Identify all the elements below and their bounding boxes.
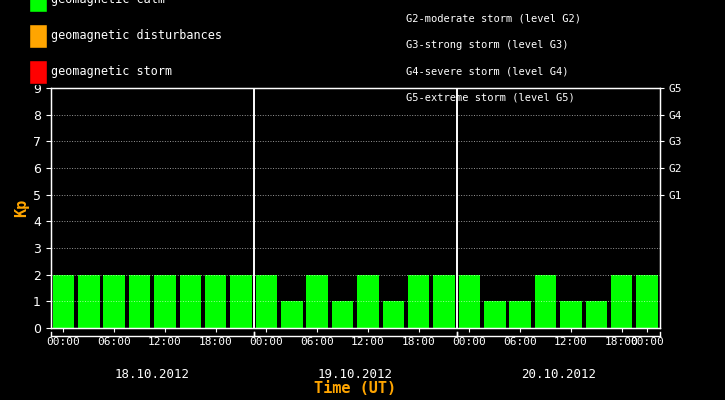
Text: Time (UT): Time (UT) — [314, 381, 397, 396]
Text: G4-severe storm (level G4): G4-severe storm (level G4) — [406, 66, 568, 76]
Text: 18.10.2012: 18.10.2012 — [115, 368, 190, 381]
Bar — [180, 275, 201, 328]
Bar — [307, 275, 328, 328]
Bar — [129, 275, 150, 328]
Bar — [434, 275, 455, 328]
Bar — [408, 275, 429, 328]
Bar — [104, 275, 125, 328]
Bar — [281, 301, 302, 328]
Bar — [205, 275, 226, 328]
Bar — [586, 301, 607, 328]
Text: geomagnetic storm: geomagnetic storm — [51, 66, 172, 78]
Text: G3-strong storm (level G3): G3-strong storm (level G3) — [406, 40, 568, 50]
Bar — [611, 275, 632, 328]
Text: geomagnetic calm: geomagnetic calm — [51, 0, 165, 6]
Text: 19.10.2012: 19.10.2012 — [318, 368, 393, 381]
Text: 20.10.2012: 20.10.2012 — [521, 368, 596, 381]
Bar — [357, 275, 378, 328]
Bar — [383, 301, 404, 328]
Bar — [154, 275, 175, 328]
Text: G2-moderate storm (level G2): G2-moderate storm (level G2) — [406, 14, 581, 24]
Bar — [256, 275, 277, 328]
Bar — [510, 301, 531, 328]
Bar — [484, 301, 505, 328]
Bar — [459, 275, 480, 328]
Bar — [637, 275, 658, 328]
Bar — [560, 301, 581, 328]
Bar — [78, 275, 99, 328]
Y-axis label: Kp: Kp — [14, 199, 29, 217]
Bar — [535, 275, 556, 328]
Text: G5-extreme storm (level G5): G5-extreme storm (level G5) — [406, 92, 575, 102]
Bar — [231, 275, 252, 328]
Bar — [53, 275, 74, 328]
Text: geomagnetic disturbances: geomagnetic disturbances — [51, 30, 222, 42]
Bar — [332, 301, 353, 328]
